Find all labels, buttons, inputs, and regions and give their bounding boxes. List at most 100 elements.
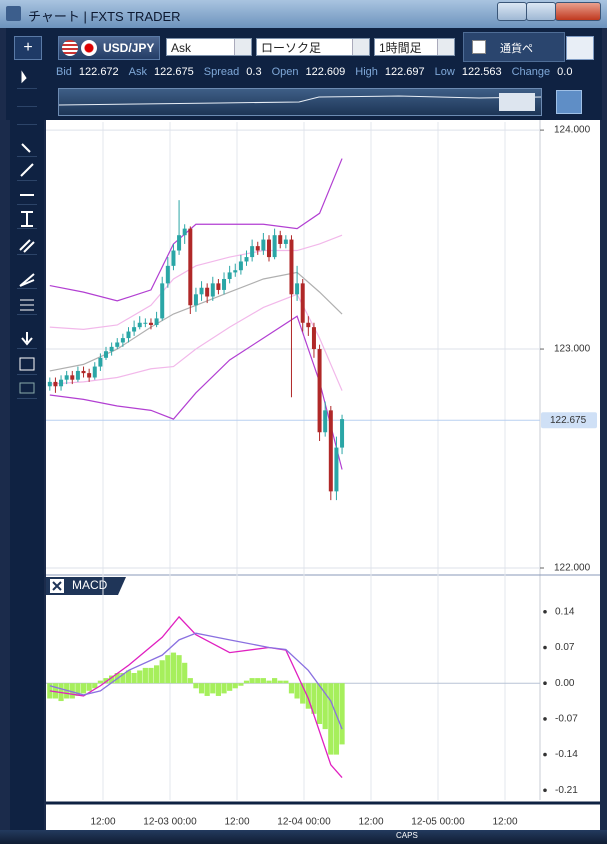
timeframe-dropdown[interactable]: 1時間足 — [374, 38, 455, 56]
candle-body — [250, 246, 255, 258]
tool-channel[interactable] — [17, 236, 37, 255]
quote-label: Bid — [56, 66, 72, 78]
candle-body — [182, 228, 187, 236]
close-button[interactable] — [555, 2, 601, 21]
quote-label: Low — [434, 66, 455, 78]
tool-pointer[interactable] — [17, 70, 37, 89]
macd-bar — [333, 683, 340, 755]
macd-tick-dot — [543, 717, 547, 721]
band-line — [49, 315, 343, 470]
x-tick-label: 12:00 — [358, 817, 383, 828]
tool-hline[interactable] — [17, 186, 37, 205]
jp-flag — [81, 40, 97, 56]
macd-line — [49, 632, 343, 730]
channel-icon — [19, 239, 35, 253]
macd-tick-dot — [543, 788, 547, 793]
tool-line[interactable] — [17, 162, 37, 181]
macd-bar — [75, 683, 81, 696]
macd-bar — [210, 683, 216, 694]
candle-body — [295, 283, 300, 295]
macd-bar — [176, 655, 182, 684]
tool-crosshair[interactable] — [17, 88, 37, 107]
candle-body — [222, 278, 227, 290]
quote-bar: Bid 122.672 Ask 122.675 Spread 0.3 Open 122.609… — [56, 66, 600, 82]
candle-body — [261, 239, 266, 251]
fib-icon — [20, 299, 34, 311]
candle-body — [193, 294, 198, 306]
timeframe: 1時間足 — [379, 41, 422, 55]
pair-panel-label: 通貨ペ — [500, 43, 533, 55]
macd-bar — [198, 683, 205, 694]
candle-body — [154, 318, 159, 325]
macd-bar — [238, 683, 244, 686]
macd-bar — [243, 680, 250, 684]
candle-body — [75, 370, 80, 380]
macd-tick-label: 0.14 — [555, 606, 575, 617]
navigator-thumb[interactable] — [499, 93, 535, 111]
symbol-button[interactable]: USD/JPY — [58, 36, 160, 60]
tool-list[interactable] — [17, 356, 37, 375]
pair-checkbox[interactable] — [472, 40, 486, 54]
macd-bar — [288, 683, 295, 694]
candle-body — [340, 419, 345, 448]
fan-icon — [19, 273, 35, 287]
price-side-dropdown[interactable]: Ask — [166, 38, 252, 56]
macd-bar — [159, 660, 165, 684]
tool-fibonacci[interactable] — [17, 296, 37, 315]
candle-body — [306, 322, 311, 328]
candle-body — [165, 265, 170, 284]
line-icon — [20, 163, 34, 177]
macd-tick-dot — [543, 752, 547, 757]
macd-bar — [153, 665, 160, 684]
caps-indicator: CAPS — [396, 831, 418, 840]
candle-body — [283, 239, 288, 244]
quote-label: Change — [511, 66, 551, 78]
quote-value: 122.675 — [154, 66, 194, 78]
macd-bar — [148, 667, 154, 684]
chart-style-dropdown[interactable]: ローソク足 — [256, 38, 370, 56]
y-tick-label: 123.000 — [554, 344, 591, 355]
macd-tick-label: -0.07 — [555, 714, 578, 725]
chart-style: ローソク足 — [261, 41, 322, 55]
candle-body — [98, 357, 103, 367]
macd-line — [49, 615, 343, 778]
tool-fan[interactable] — [17, 270, 37, 289]
quote-value: 122.672 — [78, 66, 119, 78]
candle-body — [205, 287, 210, 297]
quote-label: Open — [271, 66, 299, 78]
tool-hand[interactable] — [17, 106, 37, 125]
add-button[interactable]: + — [14, 36, 42, 60]
macd-bar — [193, 683, 199, 689]
candle-body — [120, 338, 125, 343]
candle-body — [317, 349, 322, 433]
tool-download[interactable] — [17, 330, 37, 349]
camera-icon — [19, 382, 35, 394]
taskbar: CAPS — [0, 830, 607, 844]
macd-tick-label: -0.21 — [555, 785, 578, 796]
macd-bar — [339, 683, 345, 745]
tool-vline[interactable] — [17, 210, 37, 229]
macd-header — [46, 577, 126, 595]
candle-body — [238, 261, 243, 271]
macd-bar — [187, 678, 193, 684]
candle-body — [328, 410, 333, 492]
quote-label: Spread — [203, 66, 240, 78]
candle-body — [47, 381, 52, 387]
popout-button[interactable] — [566, 36, 594, 60]
pointer-icon — [21, 70, 27, 84]
tool-trendline[interactable] — [17, 138, 37, 157]
macd-bar — [322, 683, 328, 730]
candle-body — [143, 322, 148, 324]
candle-body — [53, 381, 58, 387]
candle-body — [148, 322, 153, 325]
macd-close-icon — [52, 581, 62, 591]
tool-camera[interactable] — [17, 380, 37, 399]
macd-bar — [52, 683, 59, 699]
candle-body — [109, 346, 114, 352]
macd-bar — [92, 683, 98, 689]
candle-body — [87, 373, 92, 378]
macd-bar — [125, 670, 132, 684]
lock-button[interactable] — [556, 90, 582, 114]
quote-value: 122.697 — [384, 66, 425, 78]
